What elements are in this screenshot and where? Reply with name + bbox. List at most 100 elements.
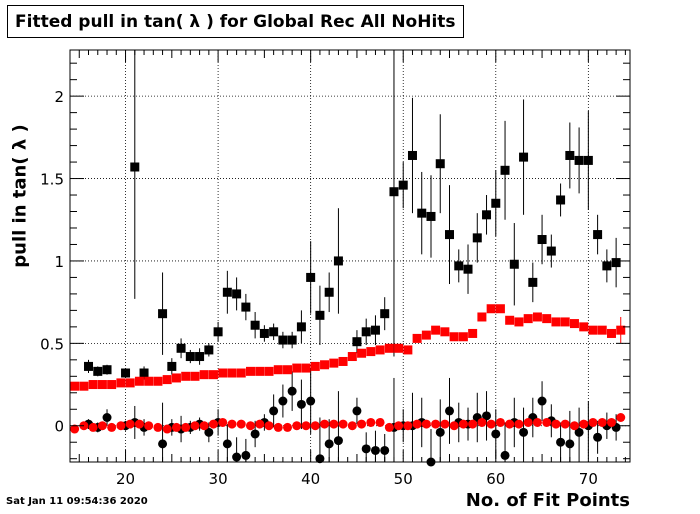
data-point-circle xyxy=(514,419,524,429)
data-point-circle xyxy=(370,445,380,455)
data-point-circle xyxy=(579,419,589,429)
data-point-square xyxy=(491,198,501,208)
data-point-circle xyxy=(500,450,510,460)
data-point-circle xyxy=(97,421,107,431)
data-point-circle xyxy=(380,445,390,455)
data-point-circle xyxy=(440,419,450,429)
data-point-circle xyxy=(551,419,561,429)
data-point-square xyxy=(315,310,325,320)
data-point-square xyxy=(546,246,556,256)
data-point-square xyxy=(384,343,394,353)
data-point-circle xyxy=(204,427,214,437)
data-point-circle xyxy=(593,432,603,442)
data-point-circle xyxy=(394,421,404,431)
data-point-circle xyxy=(222,439,232,449)
data-point-square xyxy=(403,345,413,355)
data-point-circle xyxy=(181,422,191,432)
y-tick-label: 0.5 xyxy=(40,335,64,353)
data-point-circle xyxy=(445,406,455,416)
data-point-square xyxy=(477,312,487,322)
data-point-circle xyxy=(384,422,394,432)
data-point-square xyxy=(84,361,94,371)
data-point-square xyxy=(195,352,205,362)
data-point-circle xyxy=(588,417,598,427)
data-point-square xyxy=(273,365,283,375)
data-point-square xyxy=(611,258,621,268)
data-point-circle xyxy=(134,419,144,429)
x-tick-label: 60 xyxy=(486,470,505,488)
data-point-circle xyxy=(324,439,334,449)
data-point-square xyxy=(121,368,131,378)
data-point-square xyxy=(579,322,589,332)
y-axis-label: pull in tan( λ ) xyxy=(9,124,31,268)
data-point-square xyxy=(357,348,367,358)
data-point-circle xyxy=(250,429,260,439)
data-point-circle xyxy=(102,413,112,423)
data-point-square xyxy=(375,345,385,355)
data-point-circle xyxy=(449,421,459,431)
data-point-circle xyxy=(199,421,209,431)
data-point-square xyxy=(320,360,330,370)
data-point-circle xyxy=(569,421,579,431)
data-point-square xyxy=(574,155,584,165)
x-tick-label: 30 xyxy=(209,470,228,488)
data-point-square xyxy=(306,272,316,282)
data-point-square xyxy=(454,261,464,271)
data-point-square xyxy=(213,327,223,337)
data-point-square xyxy=(171,373,181,383)
data-point-square xyxy=(278,335,288,345)
data-point-square xyxy=(204,345,214,355)
data-point-circle xyxy=(565,439,575,449)
data-point-circle xyxy=(375,417,385,427)
data-point-square xyxy=(236,368,246,378)
data-point-square xyxy=(269,327,279,337)
data-point-square xyxy=(158,309,168,319)
data-point-square xyxy=(130,162,140,172)
data-point-circle xyxy=(116,421,126,431)
data-point-square xyxy=(616,325,626,335)
data-point-circle xyxy=(245,421,255,431)
data-point-square xyxy=(532,312,542,322)
data-point-circle xyxy=(537,396,547,406)
data-point-square xyxy=(398,180,408,190)
data-point-circle xyxy=(366,417,376,427)
data-point-square xyxy=(389,187,399,197)
data-point-square xyxy=(431,325,441,335)
data-point-circle xyxy=(273,422,283,432)
data-point-square xyxy=(347,352,357,362)
data-point-square xyxy=(208,370,218,380)
data-point-circle xyxy=(477,417,487,427)
data-point-circle xyxy=(306,396,316,406)
data-point-circle xyxy=(435,427,445,437)
data-point-square xyxy=(255,366,265,376)
data-point-square xyxy=(296,322,306,332)
x-tick-label: 50 xyxy=(394,470,413,488)
data-point-square xyxy=(421,330,431,340)
data-point-square xyxy=(259,328,269,338)
y-tick-label: 1.5 xyxy=(40,171,64,189)
x-tick-label: 20 xyxy=(116,470,135,488)
data-point-square xyxy=(542,314,552,324)
data-point-square xyxy=(366,347,376,357)
data-point-square xyxy=(435,159,445,169)
data-point-circle xyxy=(412,419,422,429)
data-point-circle xyxy=(218,417,228,427)
data-point-circle xyxy=(403,421,413,431)
plot-frame xyxy=(69,49,631,463)
data-point-circle xyxy=(292,421,302,431)
data-point-square xyxy=(519,152,529,162)
data-point-circle xyxy=(421,419,431,429)
data-point-circle xyxy=(361,444,371,454)
data-point-square xyxy=(232,289,242,299)
data-point-square xyxy=(569,319,579,329)
timestamp: Sat Jan 11 09:54:36 2020 xyxy=(6,496,148,507)
data-point-circle xyxy=(556,437,566,447)
data-point-circle xyxy=(255,419,265,429)
data-point-square xyxy=(500,165,510,175)
data-point-square xyxy=(486,304,496,314)
y-tick-label: 2 xyxy=(54,88,64,106)
data-point-circle xyxy=(468,419,478,429)
data-point-circle xyxy=(320,419,330,429)
data-point-square xyxy=(153,376,163,386)
y-tick-label: 1 xyxy=(54,253,64,271)
